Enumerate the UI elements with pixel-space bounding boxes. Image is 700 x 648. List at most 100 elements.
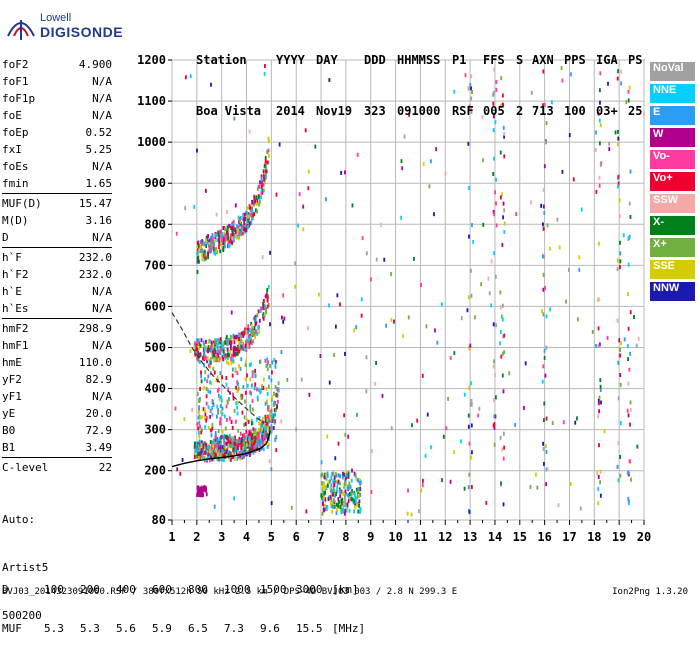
param-row: foEs N/A [2,158,112,175]
echo-point [255,195,258,200]
echo-point [323,507,326,512]
echo-point [244,377,247,382]
header-row1-cell: S [516,53,524,67]
echo-point [199,249,202,254]
echo-point [643,112,645,117]
echo-point [558,245,561,250]
echo-point [260,438,263,443]
echo-point [176,467,179,472]
echo-point [199,240,202,245]
echo-point [502,431,505,436]
echo-point [254,439,257,444]
echo-point [265,290,268,295]
header-info: Station YYYY DAY DDD HHMMSS P1 FFS S AXN PPS IGA PS… [196,18,642,137]
echo-point [214,340,217,345]
echo-point [629,400,632,405]
echo-point [245,359,247,364]
echo-point [226,230,228,235]
echo-point [282,293,285,298]
echo-point [617,396,620,401]
echo-point [357,493,360,498]
echo-point [343,413,346,418]
param-name: foEs [2,160,29,173]
echo-point [246,383,249,388]
echo-point [247,343,249,348]
echo-point [595,189,598,194]
echo-point [218,441,221,446]
echo-point [577,317,579,322]
echo-point [307,186,310,191]
echo-point [320,493,323,498]
echo-point [345,470,348,475]
param-name: B0 [2,424,16,437]
echo-point [235,352,238,357]
echo-point [400,215,403,220]
echo-point [618,338,621,343]
echo-point [598,118,601,123]
echo-point [354,493,356,498]
echo-point [225,337,227,342]
echo-point [490,259,493,264]
echo-point [355,325,358,330]
echo-point [203,354,206,359]
echo-point [266,414,269,419]
echo-point [204,255,207,260]
echo-point [265,164,268,169]
param-row: M(D) 3.16 [2,212,112,229]
echo-point [493,112,495,117]
echo-point [220,342,223,347]
echo-point [264,440,267,445]
echo-point [215,454,218,459]
echo-point [221,355,224,360]
echo-point [214,350,217,355]
echo-point [209,248,211,253]
echo-point [599,100,601,105]
echo-point [262,429,264,434]
echo-point [221,375,224,380]
echo-point [264,426,267,431]
echo-point [336,293,339,298]
param-row: h`Es N/A [2,300,112,317]
echo-point [627,357,630,362]
echo-point [225,382,228,387]
echo-point [345,491,348,496]
echo-point [247,220,250,225]
echo-point [474,315,476,320]
echo-point [221,347,223,352]
echo-point [254,314,257,319]
echo-point [238,451,241,456]
echo-point [332,479,335,484]
echo-point [237,400,239,405]
echo-point [269,322,271,327]
echo-point [467,485,470,490]
echo-point [591,329,594,334]
echo-point [347,486,350,491]
echo-point [280,349,283,354]
y-tick-label: 600 [144,299,166,313]
echo-point [262,174,265,179]
echo-point [637,336,640,341]
echo-point [224,244,226,249]
echo-point [502,215,504,220]
echo-point [490,303,493,308]
echo-point [274,400,277,405]
echo-point [540,203,543,208]
echo-point [227,450,230,455]
echo-point [597,297,600,302]
echo-point [218,241,221,246]
echo-point [216,351,219,356]
echo-point [270,408,273,413]
echo-point [442,434,445,439]
header-row2-cell: 2 [516,104,524,118]
echo-point [207,405,210,410]
echo-point [360,313,363,318]
echo-point [214,338,217,343]
echo-point [321,511,324,516]
echo-point [258,427,260,432]
echo-point [253,442,256,447]
echo-point [205,442,208,447]
echo-point [247,214,250,219]
echo-point [354,496,357,501]
echo-point [217,230,220,235]
x-tick-label: 3 [218,530,225,544]
